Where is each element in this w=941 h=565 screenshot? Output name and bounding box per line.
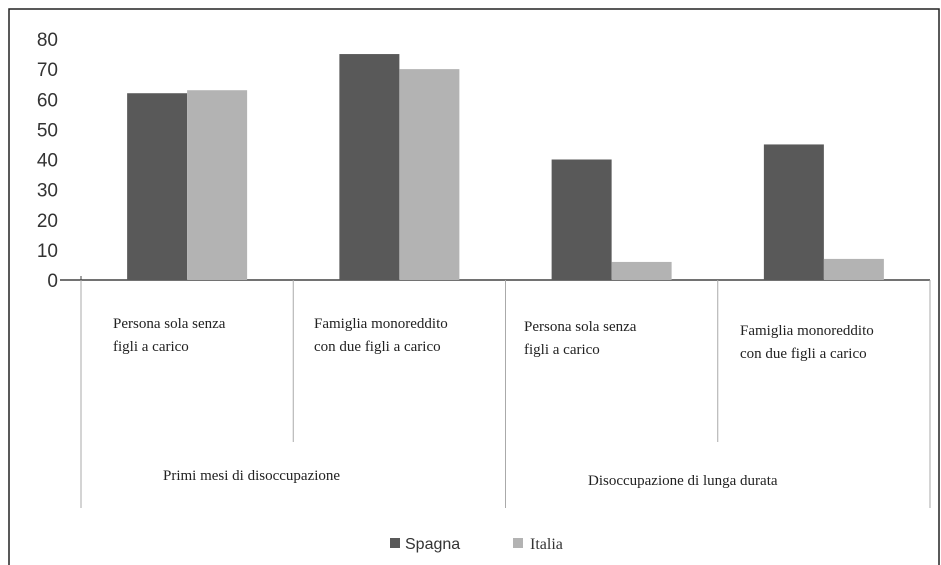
bar-spagna-1 — [339, 54, 400, 280]
category-label-line: Famiglia monoreddito — [314, 316, 448, 332]
bar-layer — [127, 54, 884, 281]
y-tick-label: 40 — [37, 151, 58, 172]
y-tick-label: 70 — [37, 60, 58, 81]
bar-italia-1 — [399, 69, 460, 280]
category-label-line: con due figli a carico — [314, 339, 441, 355]
bar-italia-0 — [187, 90, 248, 281]
legend-swatch-spagna — [390, 538, 400, 548]
category-label-line: Famiglia monoreddito — [740, 323, 874, 339]
bar-spagna-2 — [551, 159, 612, 280]
y-tick-label: 60 — [37, 90, 58, 111]
legend-label-italia: Italia — [530, 536, 563, 553]
y-tick-label: 80 — [37, 30, 58, 51]
y-tick-label: 30 — [37, 181, 58, 202]
bar-spagna-0 — [127, 93, 188, 280]
category-label-line: figli a carico — [113, 339, 189, 355]
y-tick-label: 20 — [37, 211, 58, 232]
category-label-line: con due figli a carico — [740, 346, 867, 362]
category-label: Famiglia monoreddito con due figli a cari… — [314, 316, 448, 355]
group-label: Disoccupazione di lunga durata — [588, 473, 778, 489]
legend-swatch-italia — [513, 538, 523, 548]
category-label: Persona sola senza figli a carico — [524, 319, 637, 358]
y-tick-label: 0 — [47, 271, 58, 292]
y-tick-label: 50 — [37, 120, 58, 141]
bar-italia-2 — [611, 261, 672, 280]
category-label-line: Persona sola senza — [113, 316, 226, 332]
category-label: Famiglia monoreddito con due figli a cari… — [740, 323, 874, 362]
y-tick-label: 10 — [37, 241, 58, 262]
category-label-line: Persona sola senza — [524, 319, 637, 335]
label-layer: Persona sola senza figli a carico Famiglia… — [113, 316, 874, 489]
bar-spagna-3 — [763, 144, 824, 280]
bar-italia-3 — [823, 258, 884, 280]
group-label: Primi mesi di disoccupazione — [163, 468, 340, 484]
category-label-line: figli a carico — [524, 342, 600, 358]
category-label: Persona sola senza figli a carico — [113, 316, 226, 355]
legend: Spagna Italia — [390, 536, 563, 553]
legend-label-spagna: Spagna — [405, 536, 460, 553]
chart-border — [8, 8, 940, 565]
